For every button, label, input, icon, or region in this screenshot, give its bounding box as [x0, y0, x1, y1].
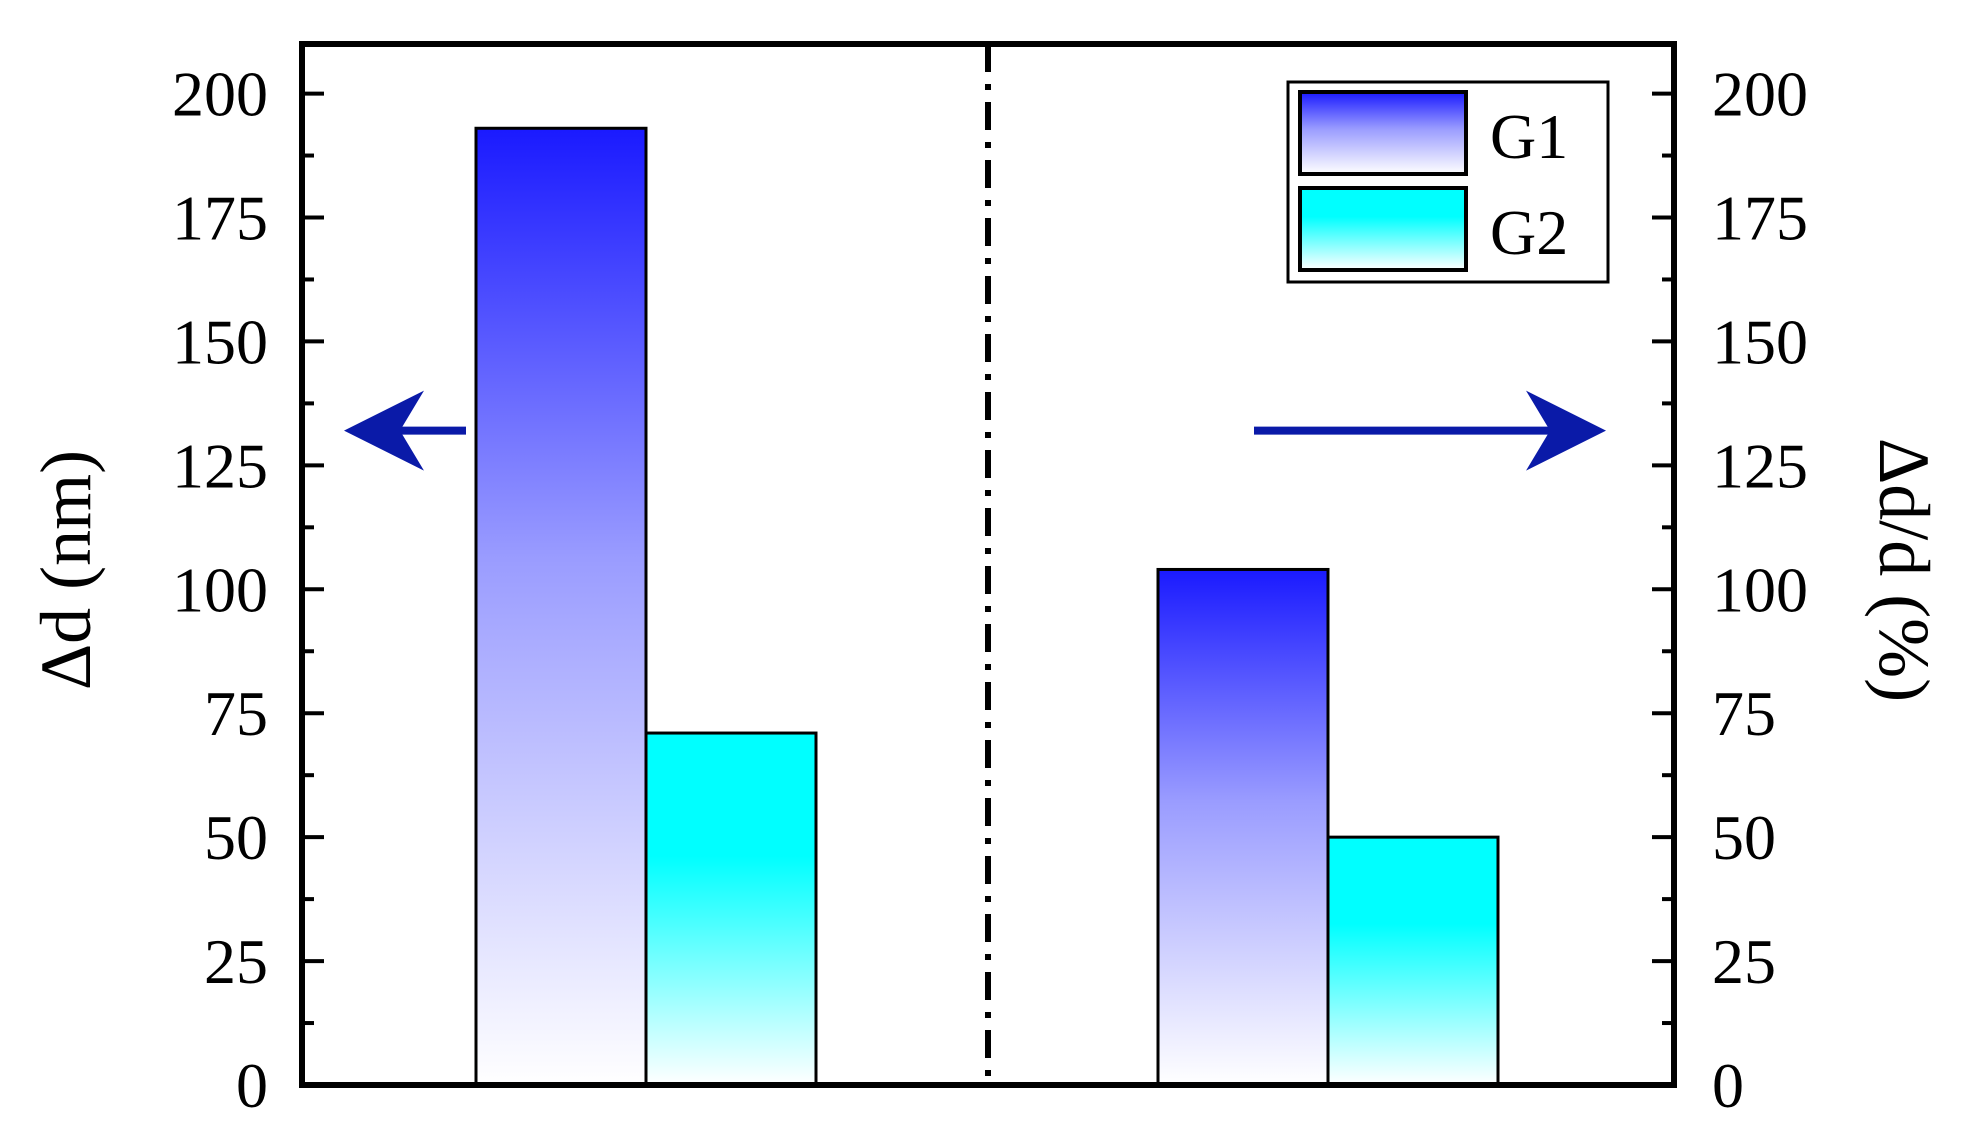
left-tick-label: 125 [172, 430, 268, 501]
legend-label-g2: G2 [1490, 197, 1568, 268]
right-tick-label: 75 [1712, 678, 1776, 749]
right-tick-label: 125 [1712, 430, 1808, 501]
left-tick-label: 0 [236, 1050, 268, 1121]
bars-layer [474, 126, 1500, 1087]
legend-swatch-g2 [1298, 186, 1468, 272]
right-tick-label: 25 [1712, 926, 1776, 997]
right-tick-label: 150 [1712, 306, 1808, 377]
bar-right-g2 [1326, 835, 1500, 1087]
y-axis-label-left: Δd (nm) [26, 450, 106, 690]
bar-left-g1 [474, 126, 648, 1087]
right-tick-label: 100 [1712, 554, 1808, 625]
right-tick-label: 0 [1712, 1050, 1744, 1121]
legend-swatch-g1 [1298, 90, 1468, 176]
left-tick-label: 50 [204, 802, 268, 873]
right-axis-tick-labels: 0 25 50 75 100 125 150 175 200 [1712, 59, 1808, 1121]
legend: G1 G2 [1286, 80, 1610, 284]
left-axis-ticks [302, 91, 324, 1087]
bar-right-g1 [1156, 567, 1330, 1087]
left-tick-label: 100 [172, 554, 268, 625]
bar-left-g2 [644, 731, 818, 1087]
left-tick-label: 175 [172, 183, 268, 254]
right-tick-label: 175 [1712, 183, 1808, 254]
right-tick-label: 50 [1712, 802, 1776, 873]
right-tick-label: 200 [1712, 59, 1808, 130]
y-axis-label-right: Δd/d (%) [1864, 438, 1944, 702]
left-tick-label: 25 [204, 926, 268, 997]
right-axis-ticks [1652, 91, 1674, 1087]
left-axis-tick-labels: 0 25 50 75 100 125 150 175 200 [172, 59, 268, 1121]
left-tick-label: 150 [172, 306, 268, 377]
left-tick-label: 75 [204, 678, 268, 749]
left-tick-label: 200 [172, 59, 268, 130]
legend-label-g1: G1 [1490, 101, 1568, 172]
